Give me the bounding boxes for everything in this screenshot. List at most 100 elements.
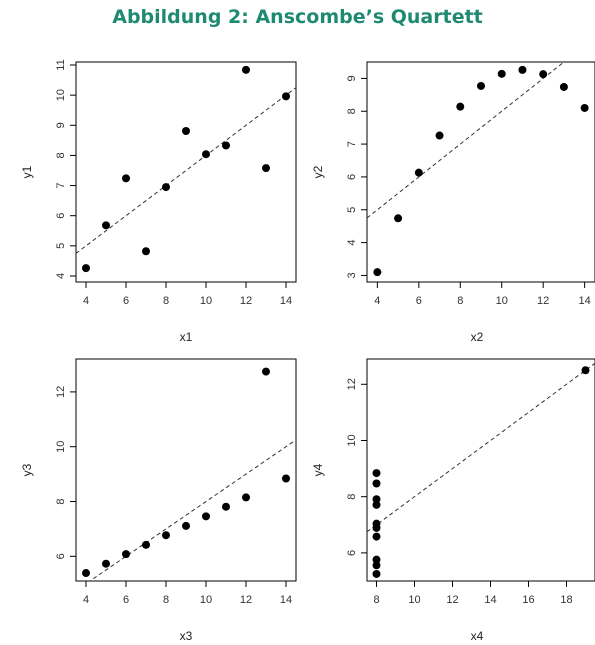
y-tick-label: 8: [55, 152, 67, 158]
y-tick-label: 6: [346, 174, 358, 180]
data-point: [372, 500, 381, 509]
data-point: [182, 521, 190, 530]
y-tick-label: 10: [55, 441, 67, 453]
data-point: [373, 268, 382, 277]
data-point: [580, 103, 589, 112]
regression-line: [367, 62, 565, 219]
x-axis-title: x4: [471, 629, 484, 643]
x-tick-label: 14: [280, 295, 292, 307]
data-point: [142, 247, 150, 256]
data-point: [456, 102, 465, 111]
x-tick-label: 14: [579, 295, 591, 307]
x-tick-label: 4: [374, 295, 380, 307]
y-tick-label: 9: [55, 122, 67, 128]
data-point: [202, 512, 210, 521]
x-tick-label: 8: [163, 295, 169, 307]
data-point: [102, 221, 110, 230]
data-point: [477, 81, 485, 90]
y-tick-label: 11: [55, 59, 67, 70]
x-tick-label: 14: [280, 594, 292, 606]
y-axis-title: y2: [311, 165, 325, 178]
x-tick-label: 14: [484, 594, 496, 606]
data-point: [414, 168, 423, 177]
plot-frame: [75, 358, 297, 582]
figure-title: Abbildung 2: Anscombe’s Quartett: [112, 6, 483, 28]
scatter-panel-4: 8 10 12 14 16 18 6 8 10 12 x4 y4: [311, 358, 595, 643]
data-point: [162, 183, 170, 192]
y-axis-title: y1: [20, 165, 34, 178]
data-point: [372, 561, 381, 570]
data-point: [282, 92, 290, 101]
data-point: [394, 214, 403, 223]
y-tick-label: 5: [346, 207, 358, 213]
y-tick-label: 4: [55, 273, 67, 279]
y-tick-label: 8: [55, 498, 67, 504]
x-axis-title: x3: [180, 629, 193, 643]
scatter-panel-2: 4 6 8 10 12 14 3 4 5 6 7 8 9 x2 y2: [311, 61, 595, 344]
y-tick-label: 8: [346, 108, 358, 114]
x-tick-label: 10: [200, 594, 212, 606]
y-tick-label: 4: [346, 240, 358, 246]
x-tick-label: 10: [200, 295, 212, 307]
y-tick-label: 7: [346, 141, 358, 147]
x-tick-label: 4: [83, 594, 89, 606]
data-point: [372, 469, 381, 478]
plot-frame: [366, 358, 595, 582]
regression-line: [76, 87, 296, 254]
plot-frame: [75, 61, 297, 283]
data-point: [222, 502, 230, 511]
data-point: [282, 474, 290, 483]
scatter-panel-1: 4 6 8 10 12 14 4 5 6 7 8 9 10 11 x1 y1: [20, 59, 297, 344]
data-point: [372, 523, 381, 532]
x-tick-label: 12: [240, 594, 252, 606]
y-tick-label: 7: [55, 182, 67, 188]
data-point: [559, 82, 568, 91]
x-tick-label: 12: [446, 594, 458, 606]
data-point: [122, 174, 130, 183]
x-tick-label: 10: [408, 594, 420, 606]
x-tick-label: 6: [123, 295, 129, 307]
x-tick-label: 6: [416, 295, 422, 307]
data-point: [497, 69, 506, 78]
x-axis-title: x1: [180, 330, 193, 344]
y-tick-label: 6: [346, 550, 358, 556]
y-tick-label: 3: [346, 272, 358, 278]
plot-frame: [366, 61, 595, 283]
regression-line: [367, 362, 595, 533]
regression-line: [89, 439, 296, 581]
data-point: [262, 164, 270, 173]
data-point: [581, 366, 590, 375]
data-point: [122, 550, 130, 559]
data-point: [518, 65, 527, 74]
data-point: [372, 495, 381, 504]
y-tick-label: 5: [55, 243, 67, 249]
data-point: [242, 493, 250, 502]
x-tick-label: 8: [373, 594, 379, 606]
x-tick-label: 18: [560, 594, 572, 606]
y-tick-label: 10: [55, 89, 67, 101]
data-point: [262, 367, 270, 376]
data-point: [435, 131, 444, 140]
y-tick-label: 12: [55, 386, 67, 398]
data-point: [372, 555, 381, 564]
data-point: [102, 559, 110, 568]
y-tick-label: 6: [55, 213, 67, 219]
x-axis-title: x2: [471, 330, 484, 344]
data-point: [162, 531, 170, 540]
scatter-panel-3: 4 6 8 10 12 14 6 8 10 12 x3 y3: [20, 358, 297, 643]
y-tick-label: 12: [346, 378, 358, 390]
data-point: [142, 540, 150, 549]
data-point: [222, 141, 230, 150]
data-point: [372, 479, 381, 488]
data-point: [82, 569, 90, 578]
x-tick-label: 12: [537, 295, 549, 307]
y-axis-title: y3: [20, 463, 34, 476]
y-tick-label: 9: [346, 75, 358, 81]
data-point: [539, 70, 548, 79]
data-point: [372, 532, 381, 541]
data-point: [242, 65, 250, 74]
y-axis-title: y4: [311, 463, 325, 476]
x-tick-label: 8: [163, 594, 169, 606]
x-tick-label: 4: [83, 295, 89, 307]
